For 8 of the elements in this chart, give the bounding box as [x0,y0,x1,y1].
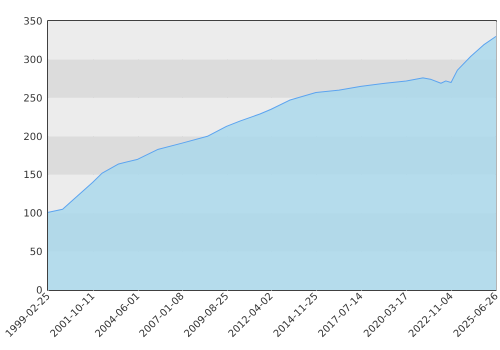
y-tick-label: 300 [23,54,42,66]
y-tick-label: 0 [36,286,42,296]
y-tick-label: 250 [23,93,42,104]
y-tick-label: 150 [23,170,42,182]
y-tick-label: 50 [30,247,42,258]
y-tick-label: 350 [23,16,42,28]
y-tick-label: 200 [23,132,42,143]
y-tick-label: 100 [23,208,42,220]
